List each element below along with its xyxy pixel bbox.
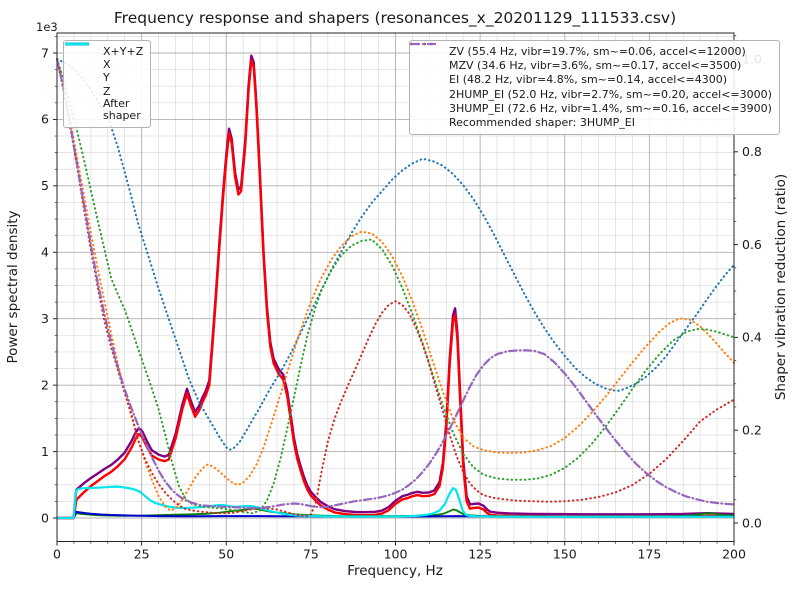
- legend-item: 2HUMP_EI (52.0 Hz, vibr=2.7%, sm~=0.20, …: [410, 42, 772, 102]
- legend-item-label: Z: [103, 84, 111, 98]
- tick-label: 0.2: [742, 423, 762, 438]
- tick-label: 5: [41, 178, 49, 193]
- tick-label: 0: [41, 510, 49, 525]
- tick-label: 50: [218, 547, 234, 562]
- legend-swatch-threehump: [410, 42, 436, 46]
- tick-label: 200: [722, 547, 746, 562]
- tick-label: 0.8: [742, 144, 762, 159]
- legend-item: EI (48.2 Hz, vibr=4.8%, sm~=0.14, accel<…: [410, 42, 772, 87]
- legend-item-label: X+Y+Z: [103, 45, 144, 58]
- series-line-after: [57, 485, 734, 520]
- tick-label: 100: [384, 547, 408, 562]
- x-axis-label: Frequency, Hz: [347, 563, 443, 579]
- legend-item-label: ZV (55.4 Hz, vibr=19.7%, sm~=0.06, accel…: [449, 45, 746, 58]
- legend-item: Y: [65, 42, 143, 85]
- legend-item-label: 2HUMP_EI (52.0 Hz, vibr=2.7%, sm~=0.20, …: [449, 87, 772, 101]
- tick-label: 175: [637, 547, 661, 562]
- tick-label: 125: [468, 547, 492, 562]
- series-line-zv: [56, 58, 735, 451]
- legend-item-label: MZV (34.6 Hz, vibr=3.6%, sm~=0.17, accel…: [449, 59, 742, 73]
- series-line-twohump: [56, 58, 735, 517]
- legend-item: ZV (55.4 Hz, vibr=19.7%, sm~=0.06, accel…: [410, 42, 772, 59]
- legend-item-label: Y: [103, 71, 110, 85]
- shaper-series-paths: [55, 57, 736, 517]
- tick-label: 0.6: [742, 237, 762, 252]
- tick-label: 3: [41, 311, 49, 326]
- tick-label: 25: [134, 547, 150, 562]
- legend-item-label: Recommended shaper: 3HUMP_EI: [449, 116, 635, 130]
- legend-swatch-after: [65, 42, 89, 46]
- tick-label: 6: [41, 112, 49, 127]
- y-left-offset-text: 1e3: [36, 20, 58, 34]
- tick-label: 0.4: [742, 330, 762, 345]
- chart-title: Frequency response and shapers (resonanc…: [114, 9, 676, 28]
- series-line-ei: [56, 58, 735, 515]
- y-left-axis-label: Power spectral density: [5, 210, 21, 363]
- tick-label: 7: [41, 45, 49, 60]
- legend-item: After shaper: [65, 42, 143, 123]
- tick-label: 75: [303, 547, 319, 562]
- tick-label: 4: [41, 245, 49, 260]
- tick-label: 0.0: [742, 515, 762, 530]
- legend-item-label: X: [103, 58, 111, 72]
- psd-series-paths: [57, 54, 735, 520]
- legend-recommended-shaper: Recommended shaper: 3HUMP_EI: [417, 116, 772, 130]
- legend-item-label: 3HUMP_EI (72.6 Hz, vibr=1.4%, sm~=0.16, …: [449, 101, 772, 115]
- tick-label: 1: [41, 444, 49, 459]
- series-line-x: [57, 59, 735, 520]
- legend-item: 3HUMP_EI (72.6 Hz, vibr=1.4%, sm~=0.16, …: [410, 42, 772, 116]
- tick-label: 2: [41, 377, 49, 392]
- legend-item: X: [65, 42, 143, 72]
- axis-ticks: [53, 35, 738, 546]
- legend-item: Z: [65, 42, 143, 98]
- legend-item-label: EI (48.2 Hz, vibr=4.8%, sm~=0.14, accel<…: [449, 73, 727, 87]
- legend-shapers: ZV (55.4 Hz, vibr=19.7%, sm~=0.06, accel…: [409, 40, 780, 136]
- legend-psd: X+Y+Z X Y Z After shaper: [63, 40, 152, 128]
- tick-label: 150: [553, 547, 577, 562]
- legend-item: MZV (34.6 Hz, vibr=3.6%, sm~=0.17, accel…: [410, 42, 772, 73]
- series-line-threehump: [55, 57, 736, 510]
- y-right-axis-label: Shaper vibration reduction (ratio): [773, 174, 789, 400]
- legend-item-label: After shaper: [103, 96, 141, 123]
- tick-label: 0: [53, 547, 61, 562]
